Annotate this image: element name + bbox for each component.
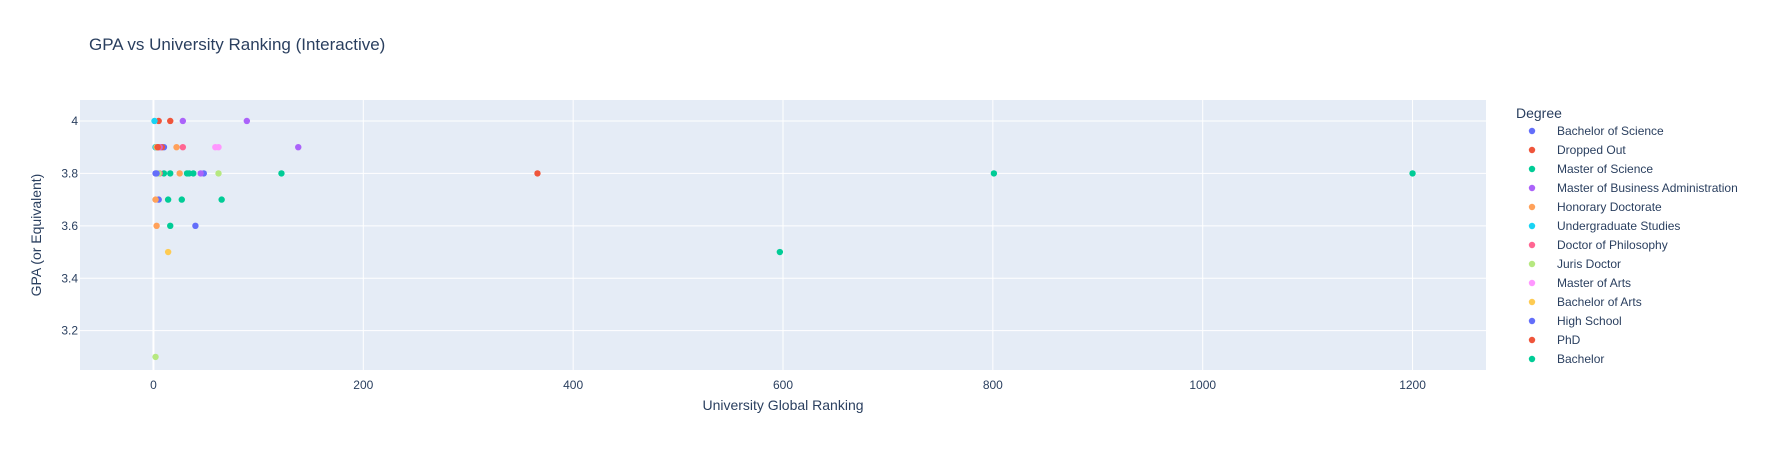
data-point[interactable] — [776, 248, 784, 256]
legend-label: Master of Arts — [1557, 276, 1631, 290]
legend-label: PhD — [1557, 333, 1581, 347]
legend-marker — [1528, 298, 1536, 306]
data-point[interactable] — [215, 170, 222, 177]
legend-label: Bachelor of Science — [1557, 124, 1664, 138]
data-point[interactable] — [179, 143, 187, 151]
data-point[interactable] — [173, 143, 180, 151]
legend-marker — [1528, 317, 1536, 325]
data-point[interactable] — [151, 117, 158, 125]
legend-item[interactable]: PhD — [1528, 333, 1581, 347]
legend-title: Degree — [1516, 105, 1562, 121]
data-points — [151, 117, 1416, 361]
legend-label: Bachelor — [1557, 352, 1604, 366]
data-point[interactable] — [153, 222, 160, 230]
data-point[interactable] — [178, 196, 185, 203]
data-point[interactable] — [990, 170, 998, 177]
legend-label: Bachelor of Arts — [1557, 295, 1642, 309]
data-point[interactable] — [243, 117, 251, 125]
legend-label: Undergraduate Studies — [1557, 219, 1680, 233]
tick-labels: 0 200 400 600 800 1000 1200 3.2 3.4 3.6 3.8 4 — [61, 114, 1426, 392]
legend-item[interactable]: Honorary Doctorate — [1528, 200, 1662, 214]
legend-label: Honorary Doctorate — [1557, 200, 1662, 214]
legend-item[interactable]: Master of Arts — [1528, 276, 1631, 290]
y-tick-label: 3.2 — [61, 324, 78, 338]
legend-label: Master of Science — [1557, 162, 1653, 176]
x-tick-label: 0 — [150, 378, 157, 392]
legend-label: High School — [1557, 314, 1622, 328]
x-axis-title: University Global Ranking — [702, 397, 863, 413]
data-point[interactable] — [1409, 170, 1416, 177]
legend-item[interactable]: High School — [1528, 314, 1622, 328]
legend-marker — [1528, 279, 1536, 287]
data-point[interactable] — [197, 170, 204, 177]
data-point[interactable] — [167, 222, 174, 230]
y-tick-label: 3.8 — [61, 166, 78, 180]
data-point[interactable] — [164, 248, 172, 256]
chart-title: GPA vs University Ranking (Interactive) — [89, 35, 385, 54]
legend-item[interactable]: Juris Doctor — [1528, 257, 1621, 271]
data-point[interactable] — [152, 353, 159, 361]
legend-item[interactable]: Bachelor of Science — [1528, 124, 1664, 138]
legend-marker — [1528, 355, 1536, 363]
legend-item[interactable]: Master of Science — [1528, 162, 1654, 176]
legend-marker — [1528, 146, 1536, 154]
data-point[interactable] — [185, 170, 193, 177]
y-tick-label: 4 — [71, 114, 78, 128]
data-point[interactable] — [534, 170, 541, 177]
data-point[interactable] — [152, 196, 159, 203]
legend-marker — [1528, 336, 1536, 344]
data-point[interactable] — [176, 170, 183, 177]
legend-item[interactable]: Bachelor of Arts — [1528, 295, 1642, 309]
data-point[interactable] — [295, 143, 302, 151]
data-point[interactable] — [167, 117, 174, 125]
x-tick-label: 600 — [773, 378, 793, 392]
legend-item[interactable]: Undergraduate Studies — [1528, 219, 1681, 233]
legend[interactable]: Bachelor of Science Dropped Out Master of … — [1528, 124, 1738, 366]
legend-marker — [1528, 260, 1536, 268]
y-axis-title: GPA (or Equivalent) — [28, 174, 44, 297]
legend-item[interactable]: Bachelor — [1528, 352, 1605, 366]
x-tick-label: 800 — [983, 378, 1003, 392]
legend-label: Master of Business Administration — [1557, 181, 1738, 195]
x-tick-label: 1000 — [1189, 378, 1216, 392]
y-tick-label: 3.6 — [61, 219, 78, 233]
x-tick-label: 400 — [563, 378, 583, 392]
gridlines — [80, 100, 1486, 370]
data-point[interactable] — [179, 117, 187, 125]
legend-marker — [1528, 241, 1536, 249]
y-tick-label: 3.4 — [61, 271, 78, 285]
data-point[interactable] — [164, 196, 172, 203]
legend-marker — [1528, 203, 1536, 211]
legend-item[interactable]: Dropped Out — [1528, 143, 1627, 157]
data-point[interactable] — [167, 170, 174, 177]
legend-item[interactable]: Doctor of Philosophy — [1528, 238, 1668, 252]
data-point[interactable] — [153, 170, 160, 177]
data-point[interactable] — [218, 196, 225, 203]
legend-label: Juris Doctor — [1557, 257, 1621, 271]
data-point[interactable] — [278, 170, 285, 177]
data-point[interactable] — [192, 222, 199, 230]
legend-marker — [1528, 222, 1536, 230]
legend-marker — [1528, 165, 1536, 173]
legend-marker — [1528, 184, 1536, 192]
x-tick-label: 200 — [353, 378, 373, 392]
data-point[interactable] — [215, 143, 222, 151]
legend-item[interactable]: Master of Business Administration — [1528, 181, 1738, 195]
data-point[interactable] — [154, 143, 161, 151]
legend-marker — [1528, 127, 1536, 135]
x-tick-label: 1200 — [1399, 378, 1426, 392]
legend-label: Dropped Out — [1557, 143, 1626, 157]
legend-label: Doctor of Philosophy — [1557, 238, 1668, 252]
